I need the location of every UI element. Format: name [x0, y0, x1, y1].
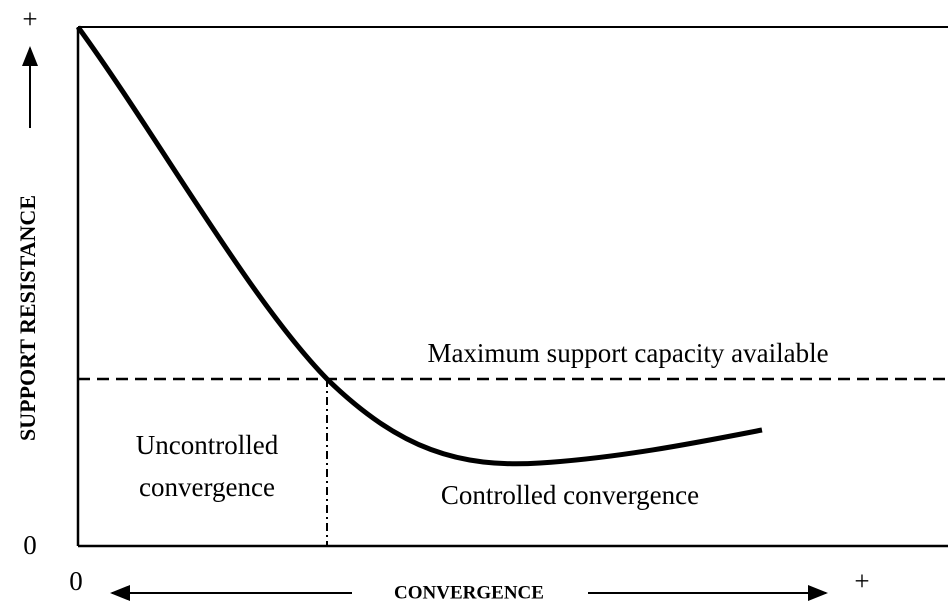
resistance-curve	[75, 25, 763, 467]
uncontrolled-label: Uncontrolled	[136, 430, 279, 460]
x-min-label: 0	[69, 566, 83, 596]
y-min-label: 0	[23, 530, 37, 560]
y-axis-label: SUPPORT RESISTANCE	[15, 195, 40, 441]
x-max-label: +	[854, 566, 869, 596]
capacity-label: Maximum support capacity available	[427, 338, 828, 368]
uncontrolled-label: convergence	[139, 472, 275, 502]
y-max-label: +	[22, 4, 37, 34]
controlled-label: Controlled convergence	[441, 480, 699, 510]
x-axis-label: CONVERGENCE	[394, 582, 544, 603]
